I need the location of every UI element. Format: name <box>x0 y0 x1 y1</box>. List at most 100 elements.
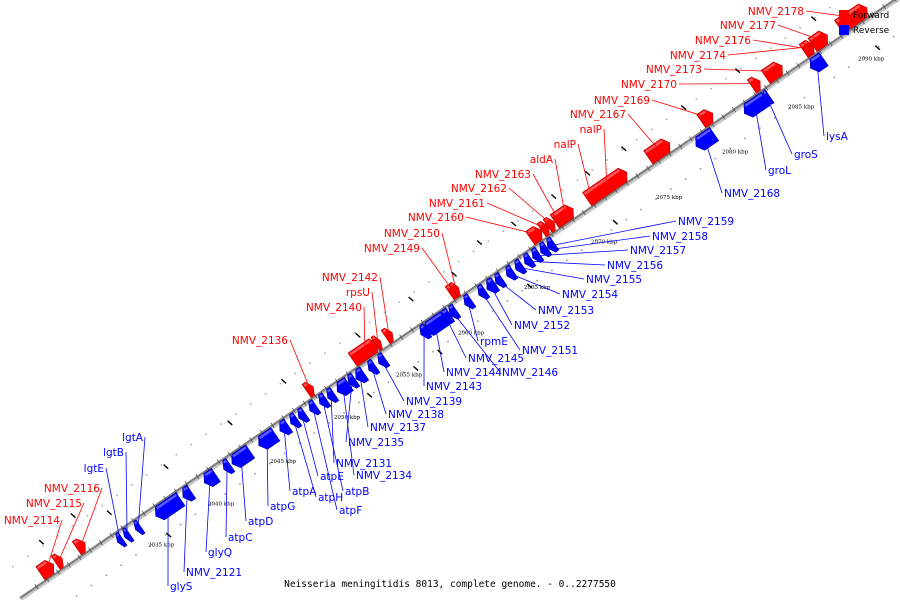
forward-gene[interactable] <box>696 107 718 129</box>
reverse-gene[interactable] <box>286 412 303 431</box>
reverse-gene[interactable] <box>351 366 370 386</box>
reverse-gene-body <box>355 366 370 384</box>
reverse-gene[interactable] <box>323 386 340 405</box>
track-dot <box>383 311 386 314</box>
scale-tick <box>506 261 511 267</box>
reverse-gene[interactable] <box>131 519 146 537</box>
reverse-gene[interactable] <box>460 293 477 312</box>
leader-line <box>205 478 211 553</box>
gene-label: NMV_2137 <box>370 422 426 434</box>
track-dot <box>695 98 698 100</box>
feature-mark <box>413 365 419 371</box>
reverse-gene[interactable] <box>543 236 560 255</box>
forward-gene-highlight <box>382 328 387 333</box>
legend-reverse-swatch <box>839 25 849 35</box>
reverse-gene[interactable] <box>113 531 128 549</box>
track-dot <box>235 413 237 415</box>
reverse-gene[interactable] <box>806 52 829 75</box>
reverse-gene[interactable] <box>333 376 354 398</box>
track-dot <box>684 178 687 180</box>
reverse-gene[interactable] <box>445 303 462 322</box>
reverse-gene[interactable] <box>536 241 553 260</box>
scale-tick <box>785 70 790 76</box>
track-dot <box>591 169 594 171</box>
reverse-gene-body <box>326 386 340 404</box>
forward-gene[interactable] <box>448 281 463 298</box>
gene-label: NMV_2135 <box>348 437 404 449</box>
leader-line <box>727 46 810 56</box>
forward-gene[interactable] <box>760 59 787 85</box>
reverse-gene[interactable] <box>254 427 281 452</box>
reverse-gene-body <box>477 283 491 300</box>
track-dot <box>576 179 579 182</box>
reverse-gene[interactable] <box>437 307 456 327</box>
gene-label: atpF <box>339 505 362 517</box>
scale-tick <box>635 172 640 179</box>
track-dot <box>551 269 553 272</box>
forward-gene-highlight <box>748 77 754 83</box>
gene-label: NMV_2150 <box>384 228 440 240</box>
track-dot <box>502 230 505 232</box>
gene-label: glyS <box>170 581 193 593</box>
forward-gene[interactable] <box>380 326 397 345</box>
leader-line <box>371 367 387 415</box>
reverse-gene[interactable] <box>219 457 236 476</box>
track-dot <box>621 148 623 151</box>
feature-mark <box>70 513 76 519</box>
reverse-gene[interactable] <box>528 246 545 265</box>
forward-gene[interactable] <box>807 28 832 52</box>
gene-label: NMV_2163 <box>475 169 531 181</box>
reverse-gene[interactable] <box>760 89 775 107</box>
forward-gene[interactable] <box>582 165 632 207</box>
track-dot <box>402 371 405 373</box>
reverse-gene[interactable] <box>491 271 508 290</box>
reverse-gene[interactable] <box>294 406 311 425</box>
track-dot <box>803 96 806 99</box>
track-dot <box>655 198 657 201</box>
reverse-gene[interactable] <box>374 351 391 370</box>
forward-gene-body <box>536 221 550 238</box>
reverse-gene[interactable] <box>474 283 491 302</box>
reverse-gene[interactable] <box>227 444 256 471</box>
gene-label: aldA <box>530 154 554 166</box>
track-dot <box>313 432 316 434</box>
track-dot <box>194 513 197 516</box>
forward-gene[interactable] <box>798 40 815 59</box>
scale-label: 2090 kbp <box>858 57 885 63</box>
leader-line <box>651 99 708 118</box>
leader-line <box>283 428 291 492</box>
forward-gene[interactable] <box>370 334 385 351</box>
reverse-gene[interactable] <box>520 252 537 270</box>
reverse-gene[interactable] <box>740 91 771 120</box>
reverse-gene[interactable] <box>482 276 501 296</box>
reverse-gene[interactable] <box>511 258 528 277</box>
forward-gene[interactable] <box>551 202 578 227</box>
reverse-gene[interactable] <box>120 526 135 544</box>
reverse-gene[interactable] <box>691 127 720 153</box>
scale-tick <box>77 554 82 561</box>
leader-line <box>452 312 501 373</box>
reverse-gene[interactable] <box>305 399 322 418</box>
leader-line <box>371 291 379 343</box>
forward-gene[interactable] <box>536 219 553 238</box>
forward-gene[interactable] <box>35 558 58 581</box>
reverse-gene-highlight <box>515 260 520 264</box>
reverse-gene[interactable] <box>200 467 221 489</box>
track-dot <box>774 117 776 119</box>
track-dot <box>580 249 583 251</box>
reverse-gene-body <box>441 307 456 325</box>
gene-label: groS <box>794 149 818 161</box>
forward-gene[interactable] <box>746 74 764 94</box>
reverse-gene[interactable] <box>344 372 361 391</box>
gene-label: groL <box>768 165 791 177</box>
gene-label: NMV_2146 <box>502 367 558 379</box>
reverse-gene-body <box>523 252 537 269</box>
leader-line <box>467 302 479 342</box>
forward-gene[interactable] <box>301 380 318 399</box>
reverse-gene[interactable] <box>364 358 381 377</box>
scale-tick <box>98 539 103 546</box>
forward-gene[interactable] <box>643 136 674 165</box>
track-dot <box>829 6 831 9</box>
reverse-gene[interactable] <box>151 492 186 523</box>
feature-mark <box>584 170 591 176</box>
